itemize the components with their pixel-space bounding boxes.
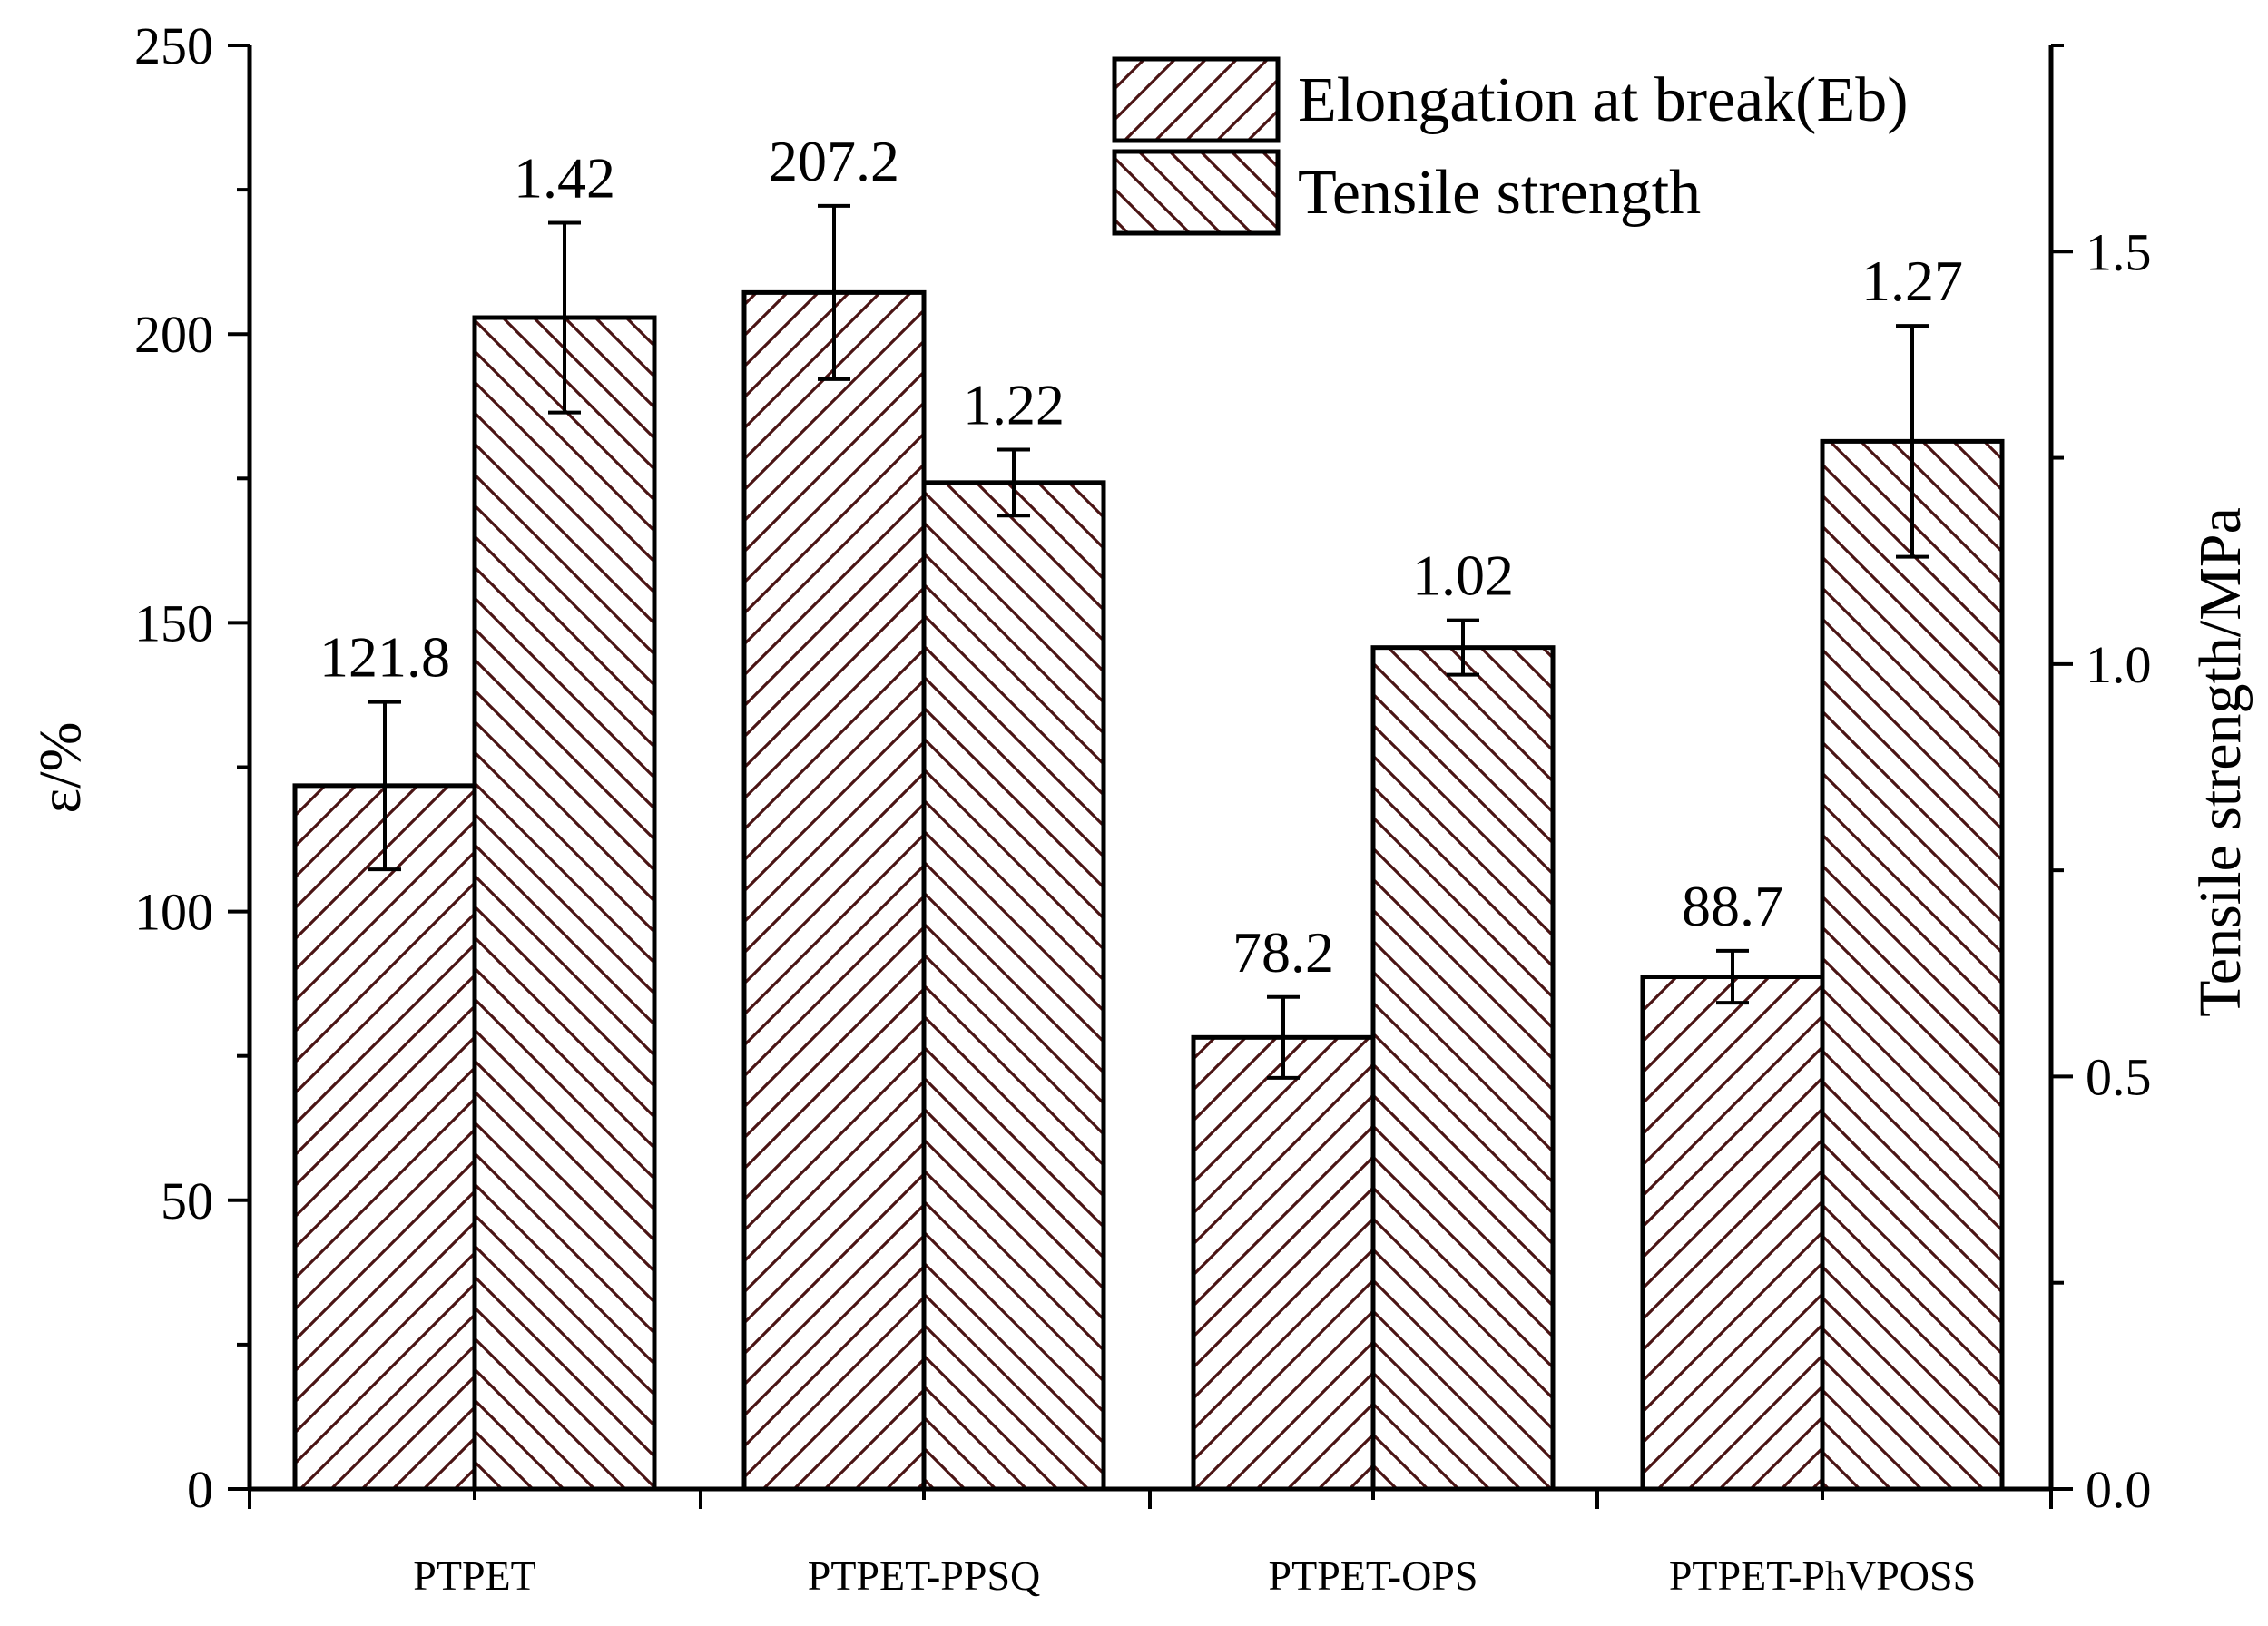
data-label-1-1: 1.22	[963, 372, 1065, 436]
x-tick-label-2: PTPET-OPS	[1269, 1553, 1478, 1599]
data-label-1-3: 1.27	[1861, 249, 1963, 313]
x-tick-label-3: PTPET-PhVPOSS	[1669, 1553, 1976, 1599]
data-label-0-3: 88.7	[1682, 874, 1783, 938]
left-tick-label-5: 250	[134, 16, 213, 75]
left-tick-label-3: 150	[134, 593, 213, 652]
legend-swatch-1	[1112, 149, 1281, 236]
bar-elongation-0	[292, 783, 477, 1492]
bar-elongation-2	[1191, 1034, 1376, 1492]
right-tick-label-2: 1.0	[2086, 635, 2152, 694]
data-label-1-0: 1.42	[514, 145, 615, 210]
bar-tensile-3	[1820, 438, 2005, 1492]
x-tick-label-1: PTPET-PPSQ	[808, 1553, 1041, 1599]
data-label-0-0: 121.8	[319, 625, 450, 690]
right-tick-label-0: 0.0	[2086, 1460, 2152, 1519]
right-axis-title: Tensile strength/MPa	[2187, 507, 2253, 1017]
data-label-0-2: 78.2	[1232, 920, 1334, 984]
bar-tensile-1	[921, 480, 1106, 1492]
data-label-0-1: 207.2	[769, 129, 899, 193]
legend-swatch-0	[1112, 56, 1281, 143]
right-tick-label-1: 0.5	[2086, 1047, 2152, 1106]
data-label-1-2: 1.02	[1412, 544, 1514, 608]
x-tick-label-0: PTPET	[413, 1553, 535, 1599]
bar-elongation-1	[741, 289, 927, 1492]
bar-tensile-2	[1370, 645, 1556, 1492]
left-tick-label-0: 0	[187, 1460, 213, 1519]
left-tick-label-2: 100	[134, 883, 213, 942]
left-axis-title: ε/%	[27, 721, 93, 813]
left-tick-label-1: 50	[161, 1171, 213, 1230]
legend-label-0: Elongation at break(Eb)	[1298, 65, 1909, 135]
bar-elongation-3	[1640, 975, 1825, 1492]
right-tick-label-3: 1.5	[2086, 222, 2152, 281]
legend-label-1: Tensile strength	[1298, 158, 1701, 228]
left-tick-label-4: 200	[134, 305, 213, 364]
bar-tensile-0	[472, 315, 657, 1492]
